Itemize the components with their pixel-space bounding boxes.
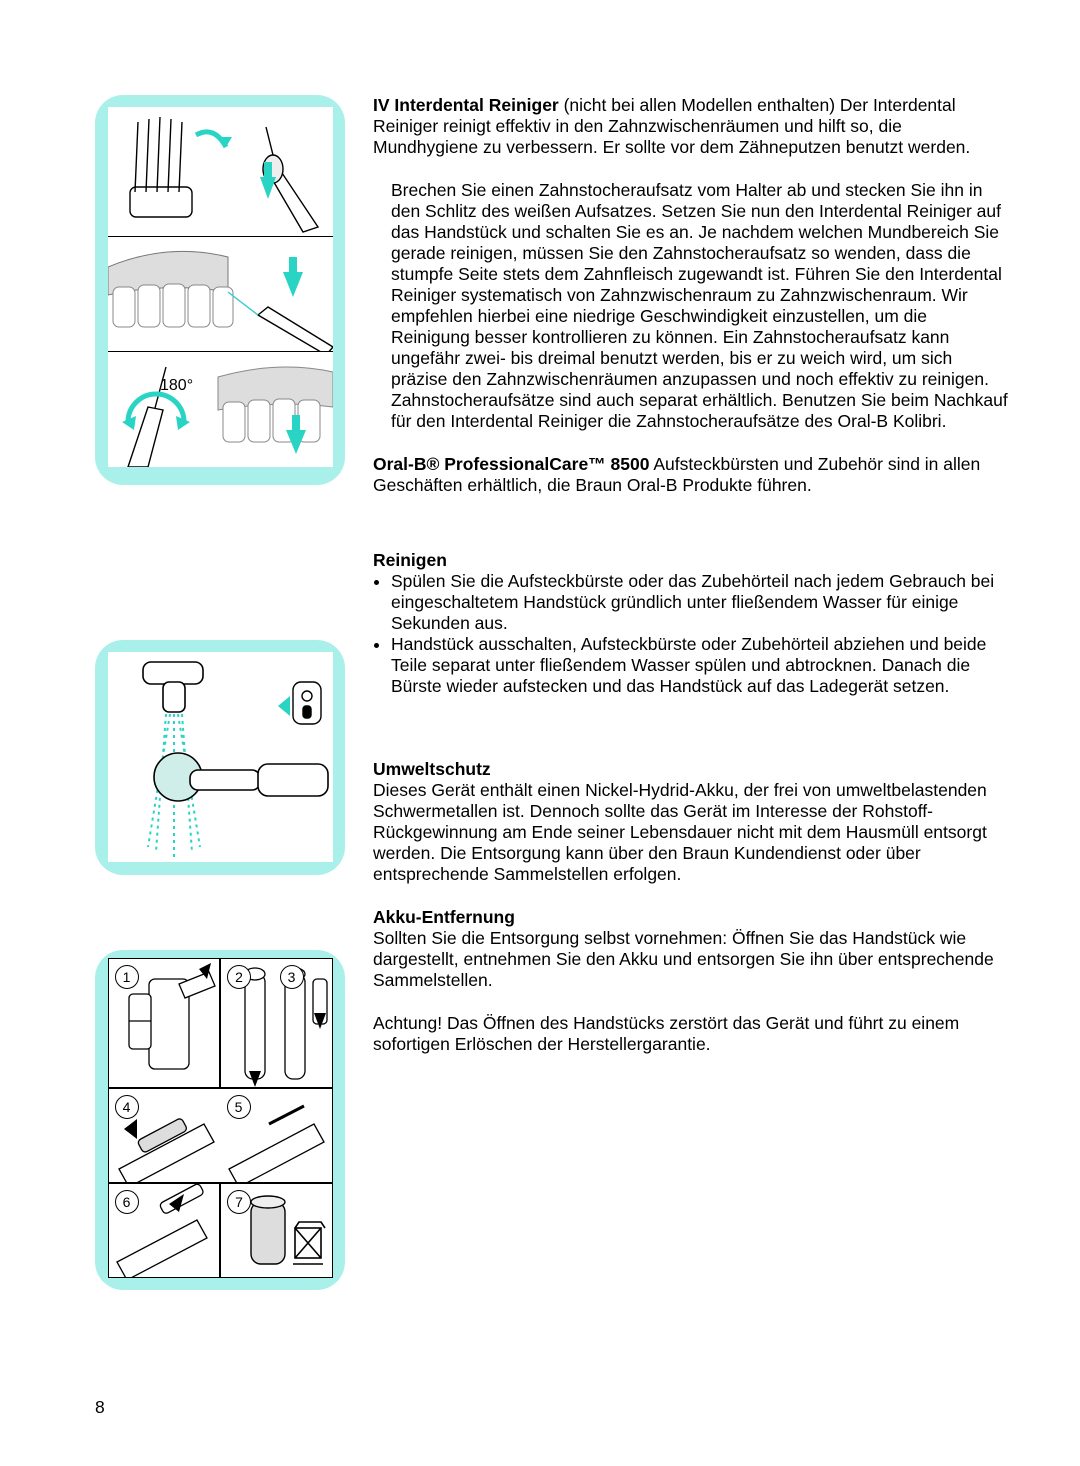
body-text: Sollten Sie die Entsorgung selbst vorneh… xyxy=(373,928,1010,991)
section-akku-warning: Achtung! Das Öffnen des Handstücks zerst… xyxy=(373,1013,1010,1055)
text-column: IV Interdental Reiniger (nicht bei allen… xyxy=(373,95,1010,1077)
illustration-column: 180° xyxy=(95,95,345,1290)
illustration-interdental-use-top xyxy=(108,237,333,352)
list-item: Handstück ausschalten, Aufsteckbürste od… xyxy=(391,634,1010,697)
body-text: Dieses Gerät enthält einen Nickel-Hydrid… xyxy=(373,780,1010,885)
illustration-panel-interdental: 180° xyxy=(95,95,345,485)
step-badge: 1 xyxy=(115,965,139,989)
disposal-step-7: 7 xyxy=(220,1183,333,1278)
heading-interdental: IV Interdental Reiniger xyxy=(373,95,559,115)
step-badge: 7 xyxy=(227,1190,251,1214)
product-name: Oral-B® ProfessionalCare™ 8500 xyxy=(373,454,649,474)
step-badge: 5 xyxy=(227,1095,251,1119)
disposal-step-6: 6 xyxy=(108,1183,221,1278)
two-column-layout: 180° xyxy=(95,95,1010,1290)
step-badge: 2 xyxy=(227,965,251,989)
section-reinigen: Reinigen Spülen Sie die Aufsteckbürste o… xyxy=(373,550,1010,697)
illustration-interdental-rotate: 180° xyxy=(108,352,333,467)
step-badge: 4 xyxy=(115,1095,139,1119)
list-item: Spülen Sie die Aufsteckbürste oder das Z… xyxy=(391,571,1010,634)
illustration-rinse xyxy=(108,652,333,862)
disposal-step-1: 1 xyxy=(108,958,221,1088)
heading-akku: Akku-Entfernung xyxy=(373,907,1010,928)
illustration-panel-disposal: 1 2 3 xyxy=(95,950,345,1290)
paragraph-accessories: Oral-B® ProfessionalCare™ 8500 Aufsteckb… xyxy=(373,454,1010,496)
reinigen-list: Spülen Sie die Aufsteckbürste oder das Z… xyxy=(373,571,1010,697)
disposal-step-4-5: 4 5 xyxy=(108,1088,333,1183)
body-text: Achtung! Das Öffnen des Handstücks zerst… xyxy=(373,1013,1010,1055)
disposal-step-2-3: 2 3 xyxy=(220,958,333,1088)
step-badge: 3 xyxy=(280,965,304,989)
manual-page: 180° xyxy=(0,0,1080,1466)
angle-label: 180° xyxy=(160,377,193,394)
section-akku: Akku-Entfernung Sollten Sie die Entsorgu… xyxy=(373,907,1010,991)
page-number: 8 xyxy=(95,1397,105,1418)
illustration-panel-cleaning xyxy=(95,640,345,875)
heading-reinigen: Reinigen xyxy=(373,550,1010,571)
paragraph-interdental-intro: IV Interdental Reiniger (nicht bei allen… xyxy=(373,95,1010,158)
heading-umweltschutz: Umweltschutz xyxy=(373,759,1010,780)
spacer xyxy=(373,719,1010,759)
step-badge: 6 xyxy=(115,1190,139,1214)
body-text: Brechen Sie einen Zahnstocheraufsatz vom… xyxy=(391,180,1010,432)
illustration-interdental-picks xyxy=(108,107,333,237)
paragraph-interdental-usage: Brechen Sie einen Zahnstocheraufsatz vom… xyxy=(373,180,1010,432)
disposal-step-grid: 1 2 3 xyxy=(108,958,333,1278)
spacer xyxy=(373,518,1010,550)
section-umweltschutz: Umweltschutz Dieses Gerät enthält einen … xyxy=(373,759,1010,885)
